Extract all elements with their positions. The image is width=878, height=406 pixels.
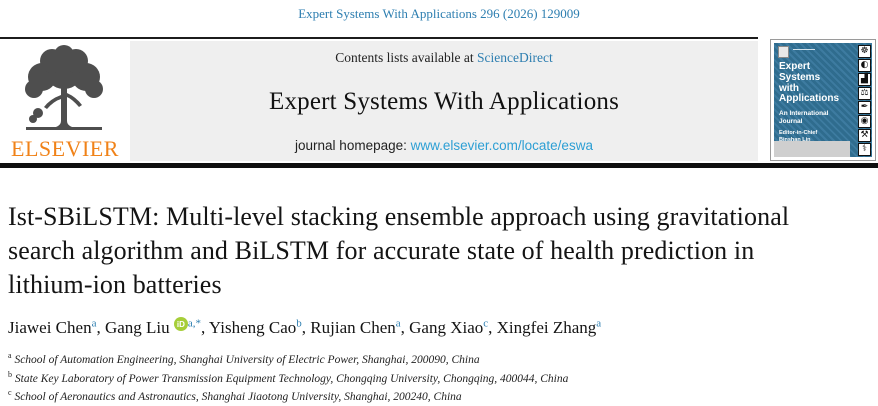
masthead-left: ELSEVIER Contents lists available at Sci… [0,37,758,161]
author: Gang Xiaoc, [409,317,497,338]
contents-prefix: Contents lists available at [335,50,477,65]
globe-icon: ◐ [858,59,871,72]
affiliation-text: School of Aeronautics and Astronautics, … [14,390,462,403]
masthead: ELSEVIER Contents lists available at Sci… [0,37,878,161]
author-name: Gang Liu [104,318,170,338]
cover-elsevier-mini-logo-icon [778,46,789,58]
author-list: Jiawei Chena, Gang Liu iD a,*, Yisheng Ca… [8,317,868,338]
author: Rujian Chena, [310,317,410,338]
author-name: Yisheng Cao [208,318,297,338]
cover-journal-title: Expert Systems with Applications [779,61,840,105]
author-affil-sup: a,* [187,317,202,330]
cover-editor-name: Binshan Lin [779,136,811,143]
affiliation: b State Key Laboratory of Power Transmis… [8,369,868,388]
cover-icon-column: ☸ ◐ ▟ ⚖ ✒ ◉ ⚒ ⚕ [858,45,871,156]
journal-cover-art: Expert Systems with Applications An Inte… [774,43,872,157]
author: Gang Liu iD a,*, [104,317,209,338]
pen-icon: ✒ [858,101,871,114]
tools-icon: ⚒ [858,129,871,142]
homepage-line: journal homepage: www.elsevier.com/locat… [130,138,758,153]
author-separator: , [96,318,105,338]
author-name: Rujian Chen [310,318,396,338]
paper-title-line-2: search algorithm and BiLSTM for accurate… [8,236,755,265]
homepage-label: journal homepage: [295,138,411,153]
cover-editor: Editor-in-Chief Binshan Lin [779,130,839,144]
affiliation-marker: c [8,388,12,398]
scales-icon: ⚖ [858,87,871,100]
author-separator: , [201,318,209,338]
journal-title: Expert Systems With Applications [268,88,620,115]
journal-cover-thumbnail[interactable]: Expert Systems with Applications An Inte… [770,39,876,161]
author: Xingfei Zhanga [496,317,602,338]
affiliation: a School of Automation Engineering, Shan… [8,350,868,369]
journal-citation: Expert Systems With Applications 296 (20… [298,6,580,21]
author-affil-sup: b [296,317,302,330]
affiliation-list: a School of Automation Engineering, Shan… [8,350,868,406]
author-affil-sup: a [91,317,97,330]
elsevier-tree-icon [25,45,103,130]
author-separator: , [301,318,311,338]
masthead-divider [0,163,878,168]
paper-title-line-3: lithium-ion batteries [8,270,222,299]
cover-issn-mark [793,49,815,50]
author: Jiawei Chena, [8,317,105,338]
cover-text: Expert Systems with Applications An Inte… [779,61,840,144]
eye-icon: ◉ [858,115,871,128]
sciencedirect-link[interactable]: ScienceDirect [477,50,553,65]
affiliation: c School of Aeronautics and Astronautics… [8,387,868,406]
caduceus-icon: ⚕ [858,143,871,156]
author: Yisheng Caob, [208,317,311,338]
affiliation-marker: a [8,351,12,361]
steering-wheel-icon: ☸ [858,45,871,58]
paper-title-line-1: Ist-SBiLSTM: Multi-level stacking ensemb… [8,202,790,231]
paper-title: Ist-SBiLSTM: Multi-level stacking ensemb… [8,200,868,302]
bar-chart-icon: ▟ [858,73,871,86]
author-separator: , [400,318,410,338]
author-name: Gang Xiao [409,318,484,338]
author-separator: , [488,318,497,338]
elsevier-wordmark: ELSEVIER [11,136,119,161]
cover-subtitle: An International Journal [779,110,829,125]
author-name: Xingfei Zhang [496,318,597,338]
affiliation-text: State Key Laboratory of Power Transmissi… [14,372,569,385]
orcid-icon[interactable]: iD [173,317,188,331]
author-affil-sup: a [395,317,401,330]
cover-bottom-strip [774,141,851,157]
journal-banner: Contents lists available at ScienceDirec… [130,41,758,161]
contents-line: Contents lists available at ScienceDirec… [130,50,758,66]
author-affil-sup: a [596,317,602,330]
homepage-link[interactable]: www.elsevier.com/locate/eswa [410,138,593,153]
elsevier-logo: ELSEVIER [0,39,130,161]
affiliation-marker: b [8,369,12,379]
author-affil-sup: c [483,317,489,330]
article-header: Ist-SBiLSTM: Multi-level stacking ensemb… [0,200,878,406]
author-name: Jiawei Chen [8,318,92,338]
affiliation-text: School of Automation Engineering, Shangh… [14,353,480,366]
cover-editor-label: Editor-in-Chief [779,129,818,136]
